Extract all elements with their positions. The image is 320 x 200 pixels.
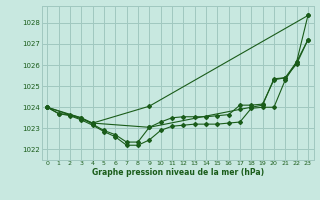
X-axis label: Graphe pression niveau de la mer (hPa): Graphe pression niveau de la mer (hPa)	[92, 168, 264, 177]
